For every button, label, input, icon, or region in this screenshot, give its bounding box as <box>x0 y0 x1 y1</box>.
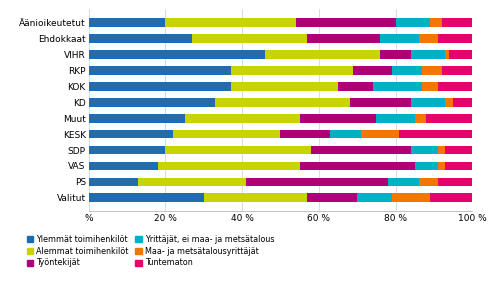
Bar <box>453 98 472 107</box>
Bar <box>380 50 411 59</box>
Bar <box>396 18 430 27</box>
Bar <box>415 162 438 170</box>
Bar <box>445 98 453 107</box>
Bar <box>430 194 472 202</box>
Bar <box>438 34 472 43</box>
Bar <box>430 18 442 27</box>
Bar <box>353 66 392 75</box>
Bar <box>89 194 204 202</box>
Bar <box>311 146 411 154</box>
Bar <box>445 50 449 59</box>
Bar <box>438 146 445 154</box>
Bar <box>442 18 472 27</box>
Bar <box>423 66 442 75</box>
Bar <box>445 146 472 154</box>
Bar <box>89 162 157 170</box>
Bar <box>330 130 361 139</box>
Bar <box>411 98 445 107</box>
Bar <box>438 82 472 91</box>
Bar <box>246 178 388 186</box>
Bar <box>296 18 396 27</box>
Bar <box>411 50 445 59</box>
Legend: Ylemmät toimihenkilöt, Alemmat toimihenkilöt, Työntekijät, Yrittäjät, ei maa- ja: Ylemmät toimihenkilöt, Alemmat toimihenk… <box>24 232 277 271</box>
Bar <box>380 34 419 43</box>
Bar <box>231 66 353 75</box>
Bar <box>442 66 472 75</box>
Bar <box>449 50 472 59</box>
Bar <box>426 114 472 123</box>
Bar <box>361 130 400 139</box>
Bar <box>89 18 165 27</box>
Bar <box>388 178 419 186</box>
Bar <box>89 146 165 154</box>
Bar <box>89 130 173 139</box>
Bar <box>300 114 376 123</box>
Bar <box>400 130 472 139</box>
Bar <box>204 194 308 202</box>
Bar <box>173 130 280 139</box>
Bar <box>338 82 372 91</box>
Bar <box>89 34 192 43</box>
Bar <box>308 34 380 43</box>
Bar <box>376 114 415 123</box>
Bar <box>357 194 392 202</box>
Bar <box>445 162 472 170</box>
Bar <box>411 146 438 154</box>
Bar <box>165 18 296 27</box>
Bar <box>280 130 330 139</box>
Bar <box>165 146 311 154</box>
Bar <box>192 34 308 43</box>
Bar <box>265 50 380 59</box>
Bar <box>157 162 300 170</box>
Bar <box>392 66 423 75</box>
Bar <box>138 178 246 186</box>
Bar <box>438 178 472 186</box>
Bar <box>392 194 430 202</box>
Bar <box>438 162 445 170</box>
Bar <box>372 82 423 91</box>
Bar <box>415 114 426 123</box>
Bar <box>423 82 438 91</box>
Bar <box>349 98 411 107</box>
Bar <box>184 114 300 123</box>
Bar <box>419 34 438 43</box>
Bar <box>231 82 338 91</box>
Bar <box>215 98 349 107</box>
Bar <box>308 194 357 202</box>
Bar <box>89 50 265 59</box>
Bar <box>89 98 215 107</box>
Bar <box>419 178 438 186</box>
Bar <box>89 66 231 75</box>
Bar <box>89 178 138 186</box>
Bar <box>89 82 231 91</box>
Bar <box>300 162 415 170</box>
Bar <box>89 114 184 123</box>
